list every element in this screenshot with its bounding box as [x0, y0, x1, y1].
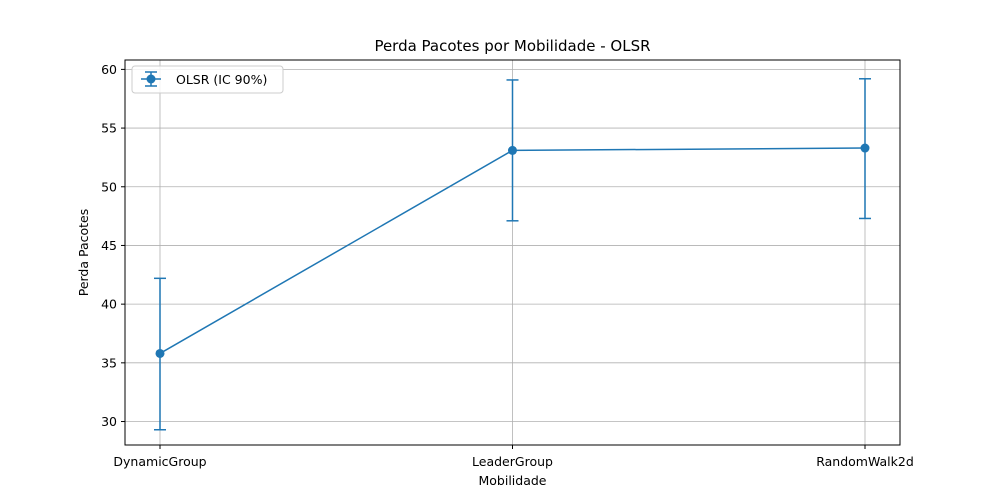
- y-tick-label: 60: [101, 62, 117, 77]
- legend-dot: [146, 74, 156, 84]
- legend-label: OLSR (IC 90%): [176, 72, 267, 87]
- legend-marker: [141, 71, 161, 87]
- legend-box: [131, 65, 284, 94]
- data-point: [860, 143, 870, 153]
- y-tick-label: 45: [101, 238, 117, 253]
- series-layer: [154, 78, 871, 431]
- x-axis-label: Mobilidade: [478, 473, 546, 488]
- x-tick-label: LeaderGroup: [472, 454, 553, 469]
- y-tick-label: 30: [101, 414, 117, 429]
- plot-frame: [124, 59, 901, 446]
- chart-title: Perda Pacotes por Mobilidade - OLSR: [374, 37, 650, 55]
- legend: OLSR (IC 90%): [131, 65, 284, 94]
- y-axis-ticks: 30 35 40 45 50 55 60: [101, 62, 125, 429]
- data-point: [508, 145, 517, 155]
- x-tick-label: RandomWalk2d: [816, 454, 914, 469]
- data-point: [155, 348, 165, 358]
- y-axis-label: Perda Pacotes: [76, 209, 91, 297]
- y-tick-label: 35: [101, 355, 117, 370]
- y-tick-label: 40: [101, 297, 117, 312]
- y-tick-label: 55: [101, 121, 117, 136]
- x-tick-label: DynamicGroup: [113, 454, 206, 469]
- x-axis-ticks: DynamicGroup LeaderGroup RandomWalk2d: [113, 445, 914, 469]
- y-tick-label: 50: [101, 179, 117, 194]
